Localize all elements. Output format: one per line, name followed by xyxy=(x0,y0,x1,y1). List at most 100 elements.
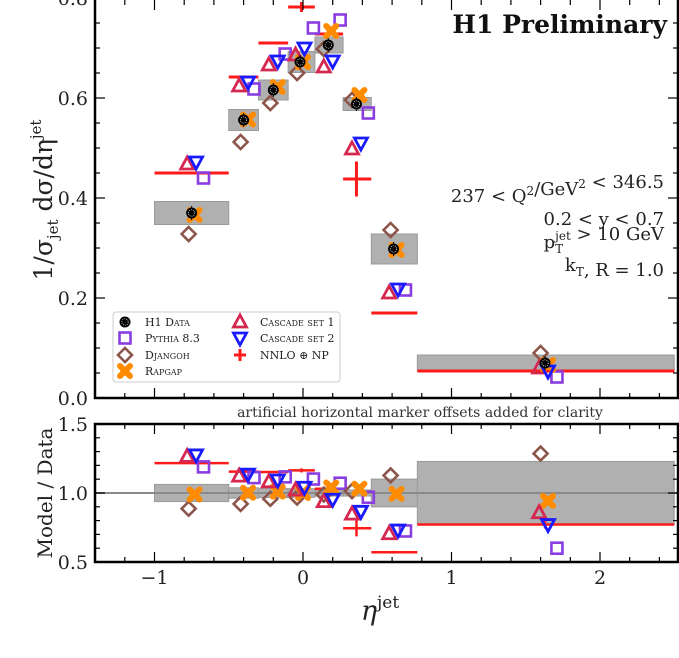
pythia-8-3-ratio-point xyxy=(278,470,292,484)
cascade-set-2-ratio-point xyxy=(295,480,314,498)
x-tick-label: −1 xyxy=(140,567,168,589)
rapgap-ratio-point xyxy=(388,485,405,502)
y-tick-label: 0.0 xyxy=(58,388,88,410)
rapgap-ratio-point xyxy=(323,479,340,496)
djangoh-ratio-point xyxy=(531,444,550,463)
y-tick-label: 0.2 xyxy=(58,288,88,310)
pythia-8-3-point xyxy=(278,47,292,61)
cascade-set-1-ratio-point xyxy=(178,446,197,463)
main-ylabel: 1/σjet dσ/dηjet xyxy=(27,120,62,281)
cascade-set-1-ratio-point xyxy=(380,523,398,541)
rapgap-ratio-point-core xyxy=(543,496,553,506)
cascade-set-1-ratio-point xyxy=(314,491,333,509)
annotation-segment: T xyxy=(576,265,584,279)
cascade-set-1-ratio-point xyxy=(259,471,278,489)
rapgap-ratio-point-core xyxy=(243,488,253,498)
cascade-set-1-point xyxy=(178,154,197,171)
djangoh-ratio-point xyxy=(381,466,400,485)
x-tick-label: 1 xyxy=(445,567,457,589)
cascade-set-2-ratio-point xyxy=(268,473,287,490)
h1-data-point-dot xyxy=(322,39,334,51)
annotation-segment: /GeV xyxy=(534,179,579,200)
xlabel-sup: jet xyxy=(375,593,399,613)
ratio-y-tick-label: 1.0 xyxy=(58,483,88,505)
pythia-8-3-ratio-point xyxy=(196,460,211,474)
h1-data-point xyxy=(294,56,306,68)
legend-nnlo-np-marker xyxy=(234,349,246,361)
cascade-set-2-ratio-point xyxy=(352,504,370,522)
pythia-8-3-ratio-point xyxy=(550,541,564,556)
legend: H1 Data Pythia 8.3 Djangoh Rapgap Cascade se… xyxy=(112,311,341,383)
annotation-segment: p xyxy=(544,232,556,253)
h1-data-point xyxy=(322,39,334,51)
annotation-segment: > 10 GeV xyxy=(571,224,665,245)
x-tick-label: 2 xyxy=(594,567,606,589)
pythia-8-3-point xyxy=(306,21,321,35)
cascade-set-2-point xyxy=(268,54,287,71)
djangoh-point xyxy=(261,94,280,112)
h1-data-point-ring xyxy=(390,245,398,253)
ylabel-base: 1/σ xyxy=(29,239,58,280)
h1-data-point-ring xyxy=(269,86,277,94)
annotation-segment: 2 xyxy=(527,184,535,198)
h1-data-point-dot xyxy=(350,98,362,110)
chart-title: H1 Preliminary xyxy=(452,10,668,39)
legend-cascade-set-1-label: Cascade set 1 xyxy=(260,316,334,329)
y-tick-label: 0.4 xyxy=(58,188,88,210)
rapgap-point-core xyxy=(354,90,364,100)
pythia-8-3-point xyxy=(361,106,376,120)
h1-data-point-ring xyxy=(240,116,248,124)
legend-h1-data-label: H1 Data xyxy=(145,316,190,329)
h1-data-point xyxy=(267,84,279,96)
cascade-set-2-point xyxy=(352,136,370,153)
cascade-set-1-ratio-point xyxy=(343,504,361,521)
ratio-note: artificial horizontal marker offsets add… xyxy=(237,405,603,421)
legend-nnlo-np-label: NNLO ⊕ NP xyxy=(260,349,329,362)
h1-data-point-ring xyxy=(352,100,361,108)
h1-data-point-dot xyxy=(539,357,551,369)
rapgap-point xyxy=(323,23,340,39)
rapgap-point xyxy=(351,87,368,103)
legend-cascade-set-2-label: Cascade set 2 xyxy=(260,332,334,345)
annotation-segment: jet xyxy=(553,229,571,243)
legend-pythia-8-3-label: Pythia 8.3 xyxy=(145,332,200,345)
cascade-set-2-point xyxy=(295,41,314,58)
annotation-line: 0.2 < y < 0.7 xyxy=(544,209,664,230)
cascade-set-2-ratio-point xyxy=(323,492,342,510)
h1-data-point-ring xyxy=(324,41,332,49)
legend-cascade-set-2-marker xyxy=(231,331,249,348)
rapgap-point-core xyxy=(326,26,336,36)
legend-h1-data-marker xyxy=(119,316,131,328)
djangoh-point xyxy=(381,221,400,239)
h1-data-point-dot xyxy=(388,243,400,255)
cascade-set-2-point xyxy=(239,75,257,92)
pythia-8-3-ratio-point xyxy=(306,472,321,486)
h1-data-point xyxy=(238,114,250,126)
cascade-set-1-point xyxy=(259,55,278,72)
cascade-set-2-point xyxy=(187,155,205,172)
legend-djangoh-label: Djangoh xyxy=(145,349,190,362)
cascade-set-1-ratio-point xyxy=(230,466,248,483)
h1-data-point-dot xyxy=(267,84,279,96)
cascade-set-1-point xyxy=(343,139,361,156)
annotation-segment: 0.2 < y < 0.7 xyxy=(544,209,664,230)
xlabel-base: η xyxy=(361,596,377,627)
rapgap-ratio-point xyxy=(540,492,557,509)
pythia-8-3-point xyxy=(550,370,564,384)
rapgap-ratio-point-core xyxy=(392,489,402,499)
h1-data-point-dot xyxy=(186,207,198,219)
annotation-segment: < 346.5 xyxy=(586,172,664,193)
cascade-set-1-point xyxy=(314,57,333,74)
h1-data-point xyxy=(186,207,198,219)
annotation-segment: T xyxy=(555,242,563,256)
h1-data-point xyxy=(350,98,362,110)
annotation-segment: k xyxy=(565,255,577,276)
rapgap-ratio-point-core xyxy=(190,489,200,499)
legend-box xyxy=(112,311,341,383)
annotation-segment: 2 xyxy=(578,177,586,191)
y-tick-label: 0.8 xyxy=(58,0,88,10)
y-tick-label: 0.6 xyxy=(58,88,88,110)
legend-rapgap-marker-core xyxy=(120,366,130,376)
cascade-set-1-point xyxy=(380,283,398,300)
